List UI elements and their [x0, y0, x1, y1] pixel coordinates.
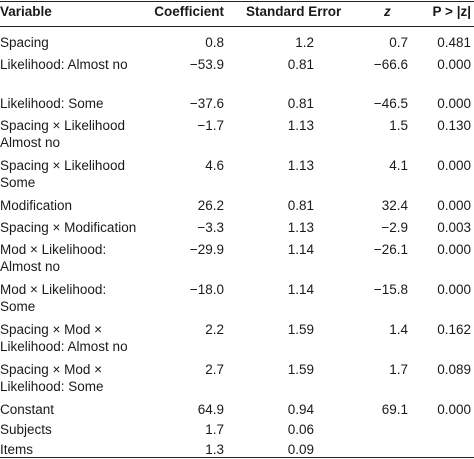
cell-coefficient: 2.7 — [205, 362, 224, 377]
cell-p-value: 0.003 — [437, 220, 471, 235]
cell-standard-error: 1.2 — [295, 35, 314, 50]
cell-coefficient: 2.2 — [205, 322, 224, 337]
cell-variable: Likelihood: Almost no — [0, 57, 128, 72]
cell-standard-error: 1.13 — [287, 220, 314, 235]
cell-standard-error: 0.81 — [287, 198, 314, 213]
cell-standard-error: 0.09 — [287, 442, 314, 457]
cell-coefficient: 1.3 — [205, 442, 224, 457]
cell-variable: Spacing × Mod × Likelihood: Some — [0, 362, 104, 394]
cell-p-value: 0.162 — [437, 322, 471, 337]
cell-z: 4.1 — [389, 158, 408, 173]
cell-variable: Spacing — [0, 35, 49, 50]
cell-standard-error: 0.81 — [287, 57, 314, 72]
header-p-value: P > |z| — [432, 4, 471, 19]
cell-standard-error: 0.81 — [287, 96, 314, 111]
cell-p-value: 0.000 — [437, 96, 471, 111]
cell-standard-error: 1.13 — [287, 118, 314, 133]
cell-z: −2.9 — [381, 220, 408, 235]
cell-standard-error: 0.94 — [287, 402, 314, 417]
cell-variable: Mod × Likelihood: Some — [0, 282, 107, 314]
cell-coefficient: −29.9 — [189, 242, 224, 257]
cell-coefficient: 4.6 — [205, 158, 224, 173]
table-header-rule — [0, 26, 474, 27]
cell-coefficient: 1.7 — [205, 422, 224, 437]
cell-variable: Spacing × Modification — [0, 220, 137, 235]
cell-variable: Spacing × Mod × Likelihood: Almost no — [0, 322, 128, 354]
cell-z: 1.4 — [389, 322, 408, 337]
cell-standard-error: 0.06 — [287, 422, 314, 437]
cell-coefficient: 0.8 — [205, 35, 224, 50]
cell-variable: Constant — [0, 402, 55, 417]
cell-coefficient: −1.7 — [197, 118, 224, 133]
cell-z: −46.5 — [373, 96, 408, 111]
cell-z: −26.1 — [373, 242, 408, 257]
cell-p-value: 0.481 — [437, 35, 471, 50]
cell-z: 69.1 — [381, 402, 408, 417]
cell-standard-error: 1.14 — [287, 282, 314, 297]
header-variable: Variable — [0, 4, 52, 19]
cell-p-value: 0.130 — [437, 118, 471, 133]
cell-coefficient: 26.2 — [197, 198, 224, 213]
cell-z: 1.5 — [389, 118, 408, 133]
cell-coefficient: 64.9 — [197, 402, 224, 417]
cell-p-value: 0.000 — [437, 282, 471, 297]
cell-variable: Modification — [0, 198, 73, 213]
cell-variable: Subjects — [0, 422, 52, 437]
cell-z: −66.6 — [373, 57, 408, 72]
cell-variable: Items — [0, 442, 34, 457]
cell-coefficient: −18.0 — [189, 282, 224, 297]
cell-p-value: 0.000 — [437, 158, 471, 173]
cell-z: 32.4 — [381, 198, 408, 213]
cell-p-value: 0.000 — [437, 402, 471, 417]
cell-z: 1.7 — [389, 362, 408, 377]
cell-standard-error: 1.59 — [287, 362, 314, 377]
cell-z: 0.7 — [389, 35, 408, 50]
header-standard-error: Standard Error — [246, 4, 342, 19]
cell-coefficient: −3.3 — [197, 220, 224, 235]
cell-variable: Spacing × Likelihood Almost no — [0, 118, 125, 150]
cell-coefficient: −37.6 — [189, 96, 224, 111]
header-coefficient: Coefficient — [154, 4, 224, 19]
cell-variable: Mod × Likelihood: Almost no — [0, 242, 107, 274]
cell-z: −15.8 — [373, 282, 408, 297]
cell-p-value: 0.000 — [437, 198, 471, 213]
cell-standard-error: 1.59 — [287, 322, 314, 337]
cell-p-value: 0.089 — [437, 362, 471, 377]
header-z: z — [384, 4, 391, 19]
cell-variable: Spacing × Likelihood Some — [0, 158, 125, 190]
cell-standard-error: 1.13 — [287, 158, 314, 173]
table-top-rule — [0, 1, 474, 2]
table-bottom-rule — [0, 457, 474, 458]
table-header-row: Variable Coefficient Standard Error z P … — [0, 0, 474, 26]
cell-variable: Likelihood: Some — [0, 96, 104, 111]
cell-p-value: 0.000 — [437, 57, 471, 72]
cell-standard-error: 1.14 — [287, 242, 314, 257]
cell-p-value: 0.000 — [437, 242, 471, 257]
cell-coefficient: −53.9 — [189, 57, 224, 72]
